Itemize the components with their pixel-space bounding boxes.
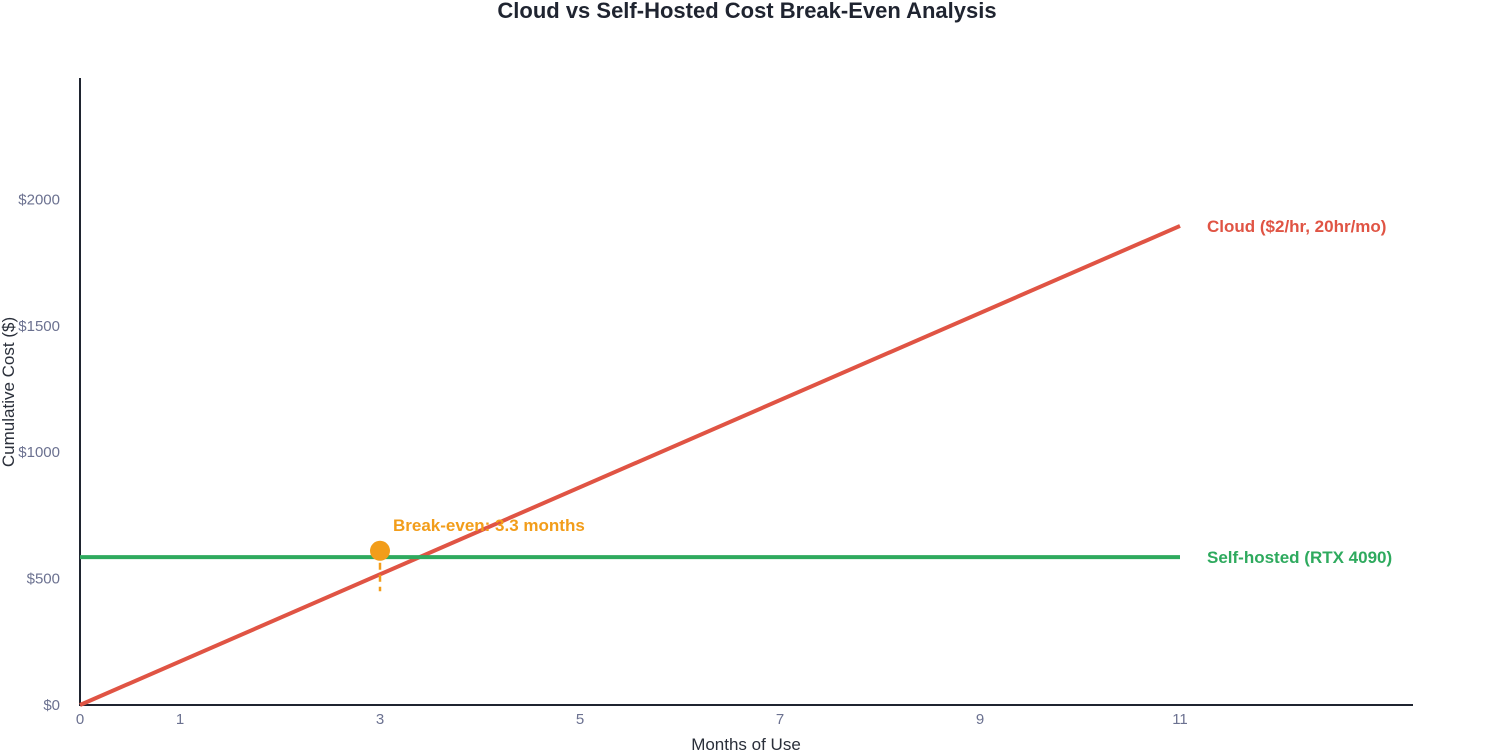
- series-label-self-hosted: Self-hosted (RTX 4090): [1207, 548, 1392, 567]
- y-tick-label: $0: [43, 697, 60, 714]
- y-tick-label: $1000: [18, 444, 60, 461]
- annotations: Break-even: 3.3 months: [370, 516, 585, 592]
- break-even-point: [370, 540, 390, 561]
- series-labels: Cloud ($2/hr, 20hr/mo) Self-hosted (RTX 4…: [1207, 217, 1392, 567]
- y-axis-title: Cumulative Cost ($): [0, 317, 18, 467]
- axes: [79, 78, 1413, 706]
- y-tick-label: $500: [27, 571, 60, 588]
- x-tick-label: 9: [976, 711, 984, 728]
- x-tick-label: 11: [1172, 711, 1188, 728]
- series-lines: [79, 224, 1181, 707]
- y-tick-label: $1500: [18, 318, 60, 335]
- series-label-cloud: Cloud ($2/hr, 20hr/mo): [1207, 217, 1386, 236]
- x-tick-label: 5: [576, 711, 584, 728]
- x-axis-title: Months of Use: [691, 735, 801, 752]
- y-tick-label: $2000: [18, 191, 60, 208]
- series-line-cloud: [79, 224, 1181, 707]
- x-tick-label: 7: [776, 711, 784, 728]
- y-axis-ticks: $0 $500 $1000 $1500 $2000: [18, 191, 60, 714]
- x-tick-label: 1: [176, 711, 184, 728]
- x-tick-label: 0: [76, 711, 84, 728]
- x-axis-ticks: 0 1 3 5 7 9 11: [76, 711, 1188, 728]
- chart-title: Cloud vs Self-Hosted Cost Break-Even Ana…: [497, 0, 996, 23]
- x-tick-label: 3: [376, 711, 384, 728]
- break-even-label: Break-even: 3.3 months: [393, 516, 585, 535]
